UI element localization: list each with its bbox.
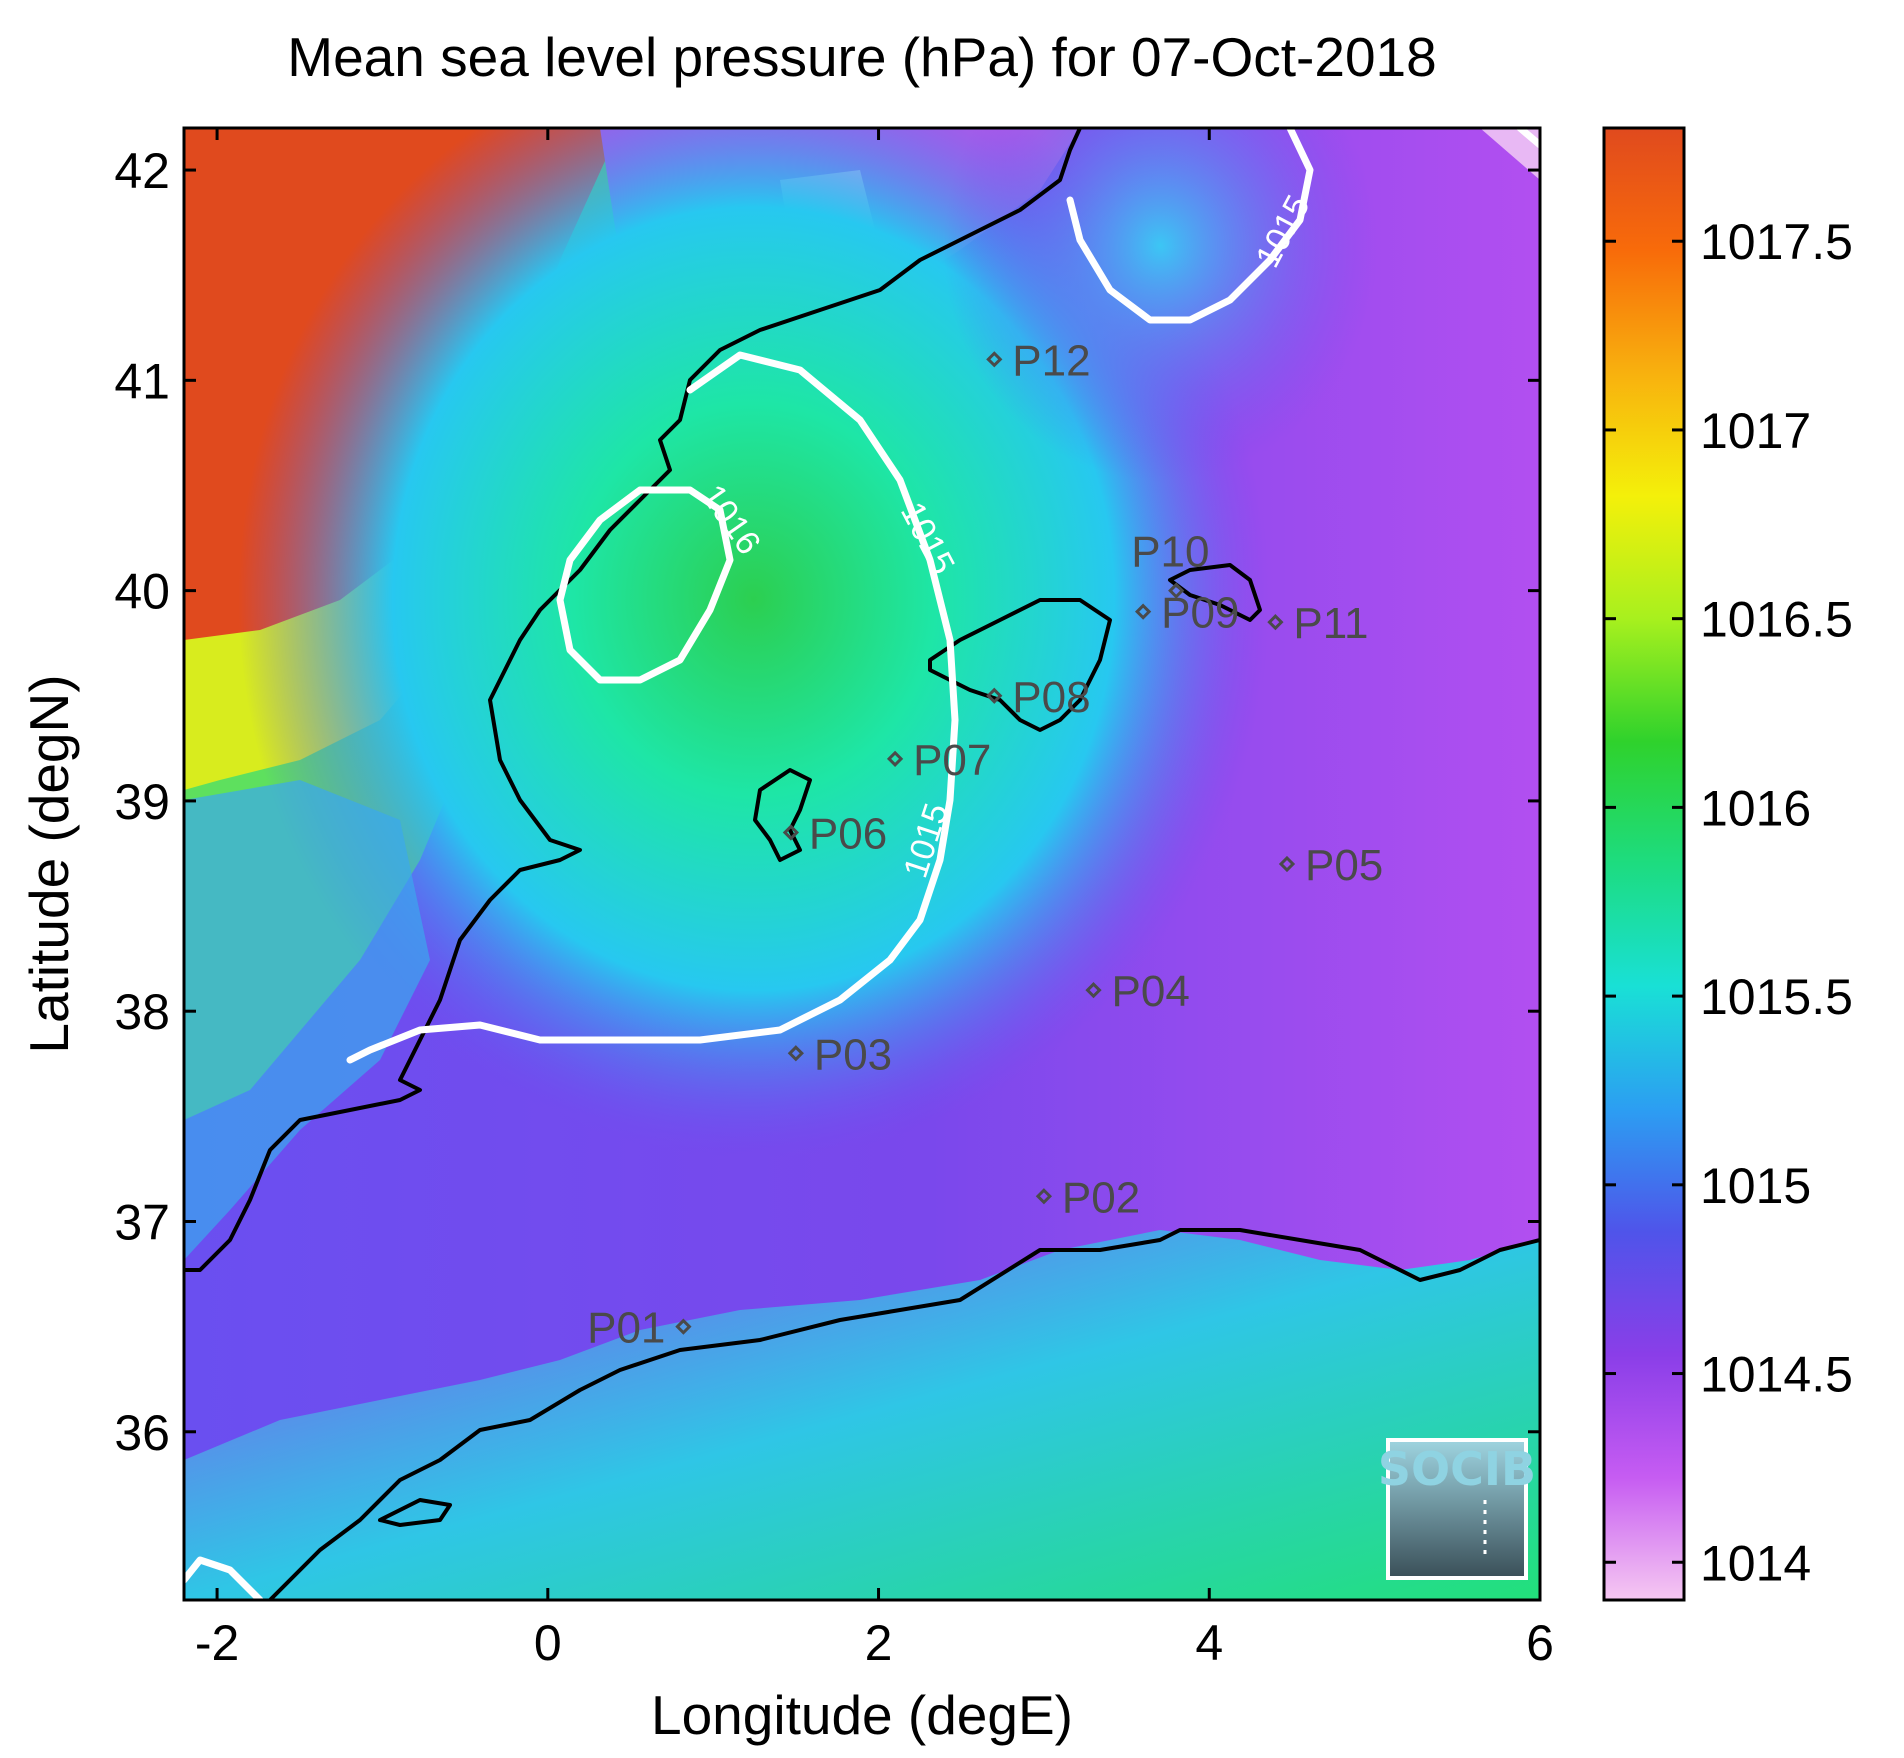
station-marker (1278, 855, 1296, 873)
x-tick-label: 4 (1195, 1615, 1223, 1671)
station-marker (1267, 614, 1284, 631)
contour-1015-northeast-corner (1516, 128, 1540, 149)
stations-layer: P01 P02 P03 P04 P05 P06 P07 P08 P09 P10 P11 P12 (587, 336, 1383, 1352)
colorbar-tick-label: 1016.5 (1700, 592, 1853, 648)
station-marker (675, 1318, 692, 1335)
y-tick-label: 39 (114, 774, 170, 830)
station-label: P09 (1161, 589, 1239, 638)
pressure-field (184, 128, 1540, 1600)
plot-title: Mean sea level pressure (hPa) for 07-Oct… (287, 26, 1436, 88)
x-axis: -2 0 2 4 6 (195, 128, 1554, 1671)
station-marker (1085, 982, 1102, 999)
station-label: P04 (1112, 967, 1190, 1016)
colorbar-ramp (1602, 126, 1686, 1602)
station-label: P10 (1131, 528, 1209, 577)
africa-coastline (268, 1228, 1540, 1600)
station-label: P08 (1012, 673, 1090, 722)
colorbar-tick-label: 1016 (1700, 780, 1811, 836)
colorbar: 1014 1014.5 1015 1015.5 1016 1016.5 1017 1017.5 (1602, 126, 1853, 1602)
station-marker (782, 824, 800, 841)
socib-logo-text: SOCIB (1378, 1442, 1536, 1496)
station-label: P01 (587, 1304, 665, 1353)
colorbar-tick-label: 1015 (1700, 1158, 1811, 1214)
colorbar-tick-label: 1015.5 (1700, 969, 1853, 1025)
colorbar-tick-label: 1014 (1700, 1535, 1811, 1591)
y-tick-label: 40 (114, 564, 170, 620)
colorbar-tick-label: 1014.5 (1700, 1347, 1853, 1403)
x-tick-label: 0 (534, 1615, 562, 1671)
station-label: P07 (913, 736, 991, 785)
y-tick-label: 37 (114, 1194, 170, 1250)
iberian-coastline (184, 128, 1082, 1272)
colorbar-ticks: 1014 1014.5 1015 1015.5 1016 1016.5 1017 1017.5 (1604, 214, 1853, 1591)
x-axis-title: Longitude (degE) (651, 1684, 1073, 1746)
y-tick-label: 42 (114, 143, 170, 199)
plot-frame (182, 126, 1542, 1602)
colorbar-tick-label: 1017.5 (1700, 214, 1853, 270)
contour-1015-main (346, 351, 959, 1064)
y-tick-label: 38 (114, 984, 170, 1040)
contour-1016 (556, 486, 734, 684)
station-marker (787, 1045, 804, 1062)
station-label: P02 (1062, 1173, 1140, 1222)
contour-1015-southwest (184, 1556, 264, 1600)
station-marker (986, 351, 1003, 368)
station-label: P11 (1293, 599, 1368, 648)
coastlines (184, 128, 1540, 1600)
x-tick-label: 2 (865, 1615, 893, 1671)
x-tick-label: -2 (195, 1615, 239, 1671)
station-marker (1168, 582, 1185, 599)
contour-1015-northeast (1066, 128, 1314, 324)
y-axis-title: Latitude (degN) (18, 674, 80, 1053)
menorca-coastline (1168, 563, 1262, 622)
y-axis: 36 37 38 39 40 41 42 (114, 143, 1540, 1461)
alboran-island (378, 1498, 452, 1527)
y-tick-label: 41 (114, 353, 170, 409)
africa-land-area (184, 1230, 1540, 1600)
station-label: P05 (1305, 841, 1383, 890)
station-label: P12 (1012, 336, 1090, 385)
mallorca-coastline (928, 598, 1112, 732)
y-tick-label: 36 (114, 1405, 170, 1461)
socib-logo: SOCIB (1378, 1438, 1536, 1580)
x-tick-label: 6 (1526, 1615, 1554, 1671)
station-label: P06 (809, 809, 887, 858)
station-marker (986, 687, 1003, 704)
station-marker (1035, 1188, 1053, 1205)
ibiza-coastline (753, 768, 812, 862)
station-label: P03 (814, 1030, 892, 1079)
contour-lines (184, 128, 1540, 1600)
station-marker (886, 750, 904, 767)
station-marker (1134, 603, 1152, 620)
colorbar-tick-label: 1017 (1700, 403, 1811, 459)
